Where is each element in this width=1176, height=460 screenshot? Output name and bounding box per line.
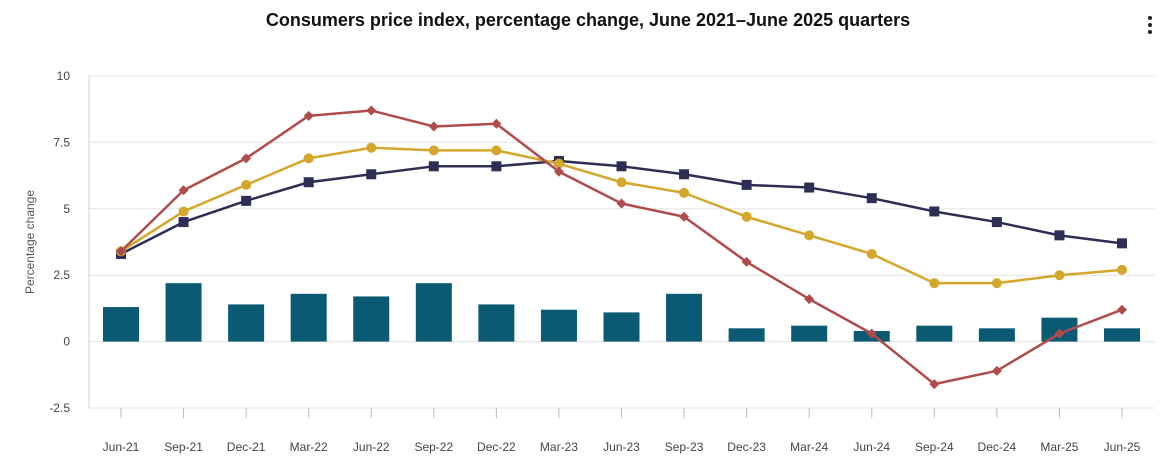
bar — [1104, 328, 1140, 342]
data-point — [303, 177, 314, 188]
x-tick-label: Mar-23 — [540, 440, 578, 454]
bar — [478, 304, 515, 342]
x-tick-label: Sep-21 — [164, 440, 203, 454]
bar — [290, 293, 327, 342]
x-tick-label: Sep-24 — [915, 440, 954, 454]
bar — [728, 328, 765, 342]
bar — [228, 304, 265, 342]
data-point — [241, 153, 252, 164]
more-vertical-icon[interactable] — [1140, 14, 1160, 40]
data-point — [679, 169, 690, 180]
data-point — [1117, 304, 1127, 315]
bar — [791, 325, 828, 342]
data-point — [679, 187, 690, 198]
data-point — [991, 217, 1002, 228]
data-point — [553, 166, 564, 177]
data-point — [1054, 230, 1065, 241]
bar — [103, 307, 139, 342]
x-tick-label: Jun-24 — [853, 440, 890, 454]
data-point — [929, 379, 940, 390]
x-tick-label: Jun-22 — [353, 440, 390, 454]
bar — [916, 325, 953, 342]
line-series — [116, 105, 1127, 390]
x-tick-label: Sep-22 — [414, 440, 453, 454]
data-point — [866, 328, 877, 339]
x-tick-label: Dec-21 — [227, 440, 266, 454]
y-tick-label: 0 — [63, 335, 70, 349]
gridlines — [89, 75, 1155, 409]
x-tick-label: Dec-22 — [477, 440, 516, 454]
data-point — [991, 365, 1002, 376]
data-point — [741, 179, 752, 190]
x-tick-label: Dec-23 — [727, 440, 766, 454]
data-point — [804, 294, 815, 305]
data-point — [1117, 264, 1127, 275]
x-tick-label: Mar-25 — [1040, 440, 1078, 454]
data-point — [116, 246, 126, 257]
data-point — [866, 193, 877, 204]
x-tick-label: Dec-24 — [978, 440, 1017, 454]
data-point — [679, 211, 690, 222]
x-tick-label: Mar-24 — [790, 440, 828, 454]
data-point — [741, 211, 752, 222]
x-tick-label: Sep-23 — [665, 440, 704, 454]
data-point — [491, 161, 502, 172]
y-axis-label: Percentage change — [23, 190, 37, 294]
x-axis: Jun-21 Sep-21 Dec-21 Mar-22 Jun-22 Sep-22 Dec-… — [103, 408, 1141, 454]
data-point — [178, 206, 189, 217]
data-point — [804, 182, 815, 193]
x-tick-label: Jun-21 — [103, 440, 140, 454]
y-tick-label: 7.5 — [53, 135, 70, 149]
data-point — [491, 118, 502, 129]
data-point — [929, 278, 940, 289]
data-point — [366, 142, 377, 153]
y-tick-label: 2.5 — [53, 268, 70, 282]
data-point — [366, 105, 377, 116]
bar — [165, 283, 202, 342]
data-point — [616, 161, 627, 172]
bar — [353, 296, 390, 342]
data-point — [929, 206, 940, 217]
data-point — [1054, 328, 1065, 339]
bar — [540, 309, 577, 342]
data-point — [303, 110, 314, 121]
x-tick-label: Jun-23 — [603, 440, 640, 454]
data-point — [991, 278, 1002, 289]
bar-series — [103, 283, 1140, 342]
data-point — [241, 179, 252, 190]
bar — [978, 328, 1015, 342]
data-point — [1117, 238, 1127, 249]
data-point — [491, 145, 502, 156]
data-point — [1054, 270, 1065, 281]
data-point — [428, 161, 439, 172]
bar — [603, 312, 640, 342]
y-tick-label: 10 — [57, 69, 71, 83]
data-point — [178, 217, 189, 228]
data-point — [366, 169, 377, 180]
data-point — [866, 248, 877, 259]
y-axis: -2.5 0 2.5 5 7.5 10 — [49, 69, 90, 415]
data-point — [553, 158, 564, 169]
data-point — [178, 185, 189, 196]
data-point — [804, 230, 815, 241]
data-point — [616, 198, 627, 209]
data-point — [303, 153, 314, 164]
data-point — [241, 195, 252, 206]
x-tick-label: Mar-22 — [290, 440, 328, 454]
series-line — [120, 109, 1123, 386]
data-point — [428, 121, 439, 132]
y-tick-label: -2.5 — [49, 401, 70, 415]
bar — [415, 283, 452, 342]
data-point — [428, 145, 439, 156]
data-point — [616, 177, 627, 188]
x-tick-label: Jun-25 — [1104, 440, 1141, 454]
y-tick-label: 5 — [63, 202, 70, 216]
bar — [666, 293, 703, 342]
chart-title: Consumers price index, percentage change… — [265, 10, 911, 30]
data-point — [741, 256, 752, 267]
